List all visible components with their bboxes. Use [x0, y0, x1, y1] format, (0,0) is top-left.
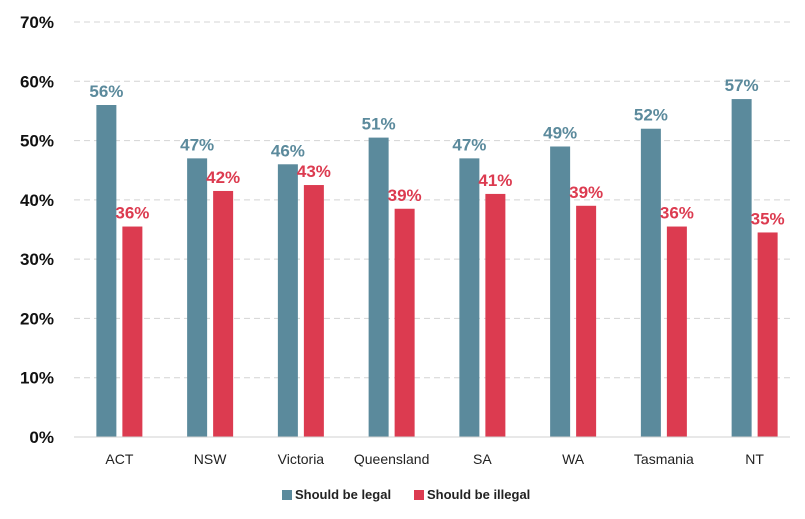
bar-legal [187, 158, 208, 437]
x-tick-label: NSW [194, 451, 227, 467]
data-label: 35% [751, 209, 785, 228]
data-label: 36% [115, 204, 149, 223]
data-label: 42% [206, 168, 240, 187]
bar-illegal [485, 193, 506, 437]
legend-swatch [414, 490, 424, 500]
data-label: 57% [725, 76, 759, 95]
data-label: 36% [660, 204, 694, 223]
y-tick-label: 20% [20, 309, 54, 328]
x-tick-label: Queensland [354, 451, 430, 467]
data-label: 41% [478, 171, 512, 190]
legend: Should be legal Should be illegal [282, 487, 530, 502]
x-tick-label: Victoria [278, 451, 325, 467]
bar-legal [731, 99, 752, 438]
bar-illegal [213, 190, 234, 437]
bar-legal [368, 137, 389, 437]
data-label: 39% [388, 186, 422, 205]
x-tick-label: Tasmania [634, 451, 694, 467]
y-tick-label: 10% [20, 369, 54, 388]
bar-illegal [394, 208, 415, 437]
y-tick-label: 60% [20, 72, 54, 91]
legend-swatch [282, 490, 292, 500]
bars [96, 99, 778, 438]
data-label: 52% [634, 106, 668, 125]
data-label: 47% [452, 135, 486, 154]
data-label: 47% [180, 135, 214, 154]
data-label: 49% [543, 124, 577, 143]
bar-illegal [122, 226, 143, 437]
bar-legal [459, 158, 480, 437]
y-axis-ticks: 0% 10% 20% 30% 40% 50% 60% 70% [20, 13, 54, 447]
y-tick-label: 0% [29, 428, 54, 447]
data-label: 46% [271, 141, 305, 160]
bar-legal [277, 164, 298, 438]
data-label: 56% [89, 82, 123, 101]
bar-illegal [666, 226, 687, 437]
data-label: 51% [362, 115, 396, 134]
bar-legal [96, 105, 117, 437]
bar-legal [550, 146, 571, 437]
x-tick-label: WA [562, 451, 585, 467]
bar-illegal [303, 185, 324, 437]
bar-illegal [576, 205, 597, 437]
legend-entry: Should be illegal [427, 487, 530, 502]
data-label: 43% [297, 162, 331, 181]
legend-entry: Should be legal [295, 487, 391, 502]
y-tick-label: 40% [20, 191, 54, 210]
data-label: 39% [569, 183, 603, 202]
bar-legal [640, 128, 661, 437]
y-tick-label: 70% [20, 13, 54, 32]
x-tick-label: NT [745, 451, 764, 467]
x-axis-ticks: ACT NSW Victoria Queensland SA WA Tasmania NT [105, 451, 764, 467]
bar-illegal [757, 232, 778, 437]
y-tick-label: 50% [20, 132, 54, 151]
x-tick-label: ACT [105, 451, 133, 467]
y-tick-label: 30% [20, 250, 54, 269]
data-labels: 56% 36% 47% 42% 46% 43% 51% 39% 47% 41% 49% 39% 52% 3… [89, 76, 784, 228]
x-tick-label: SA [473, 451, 492, 467]
